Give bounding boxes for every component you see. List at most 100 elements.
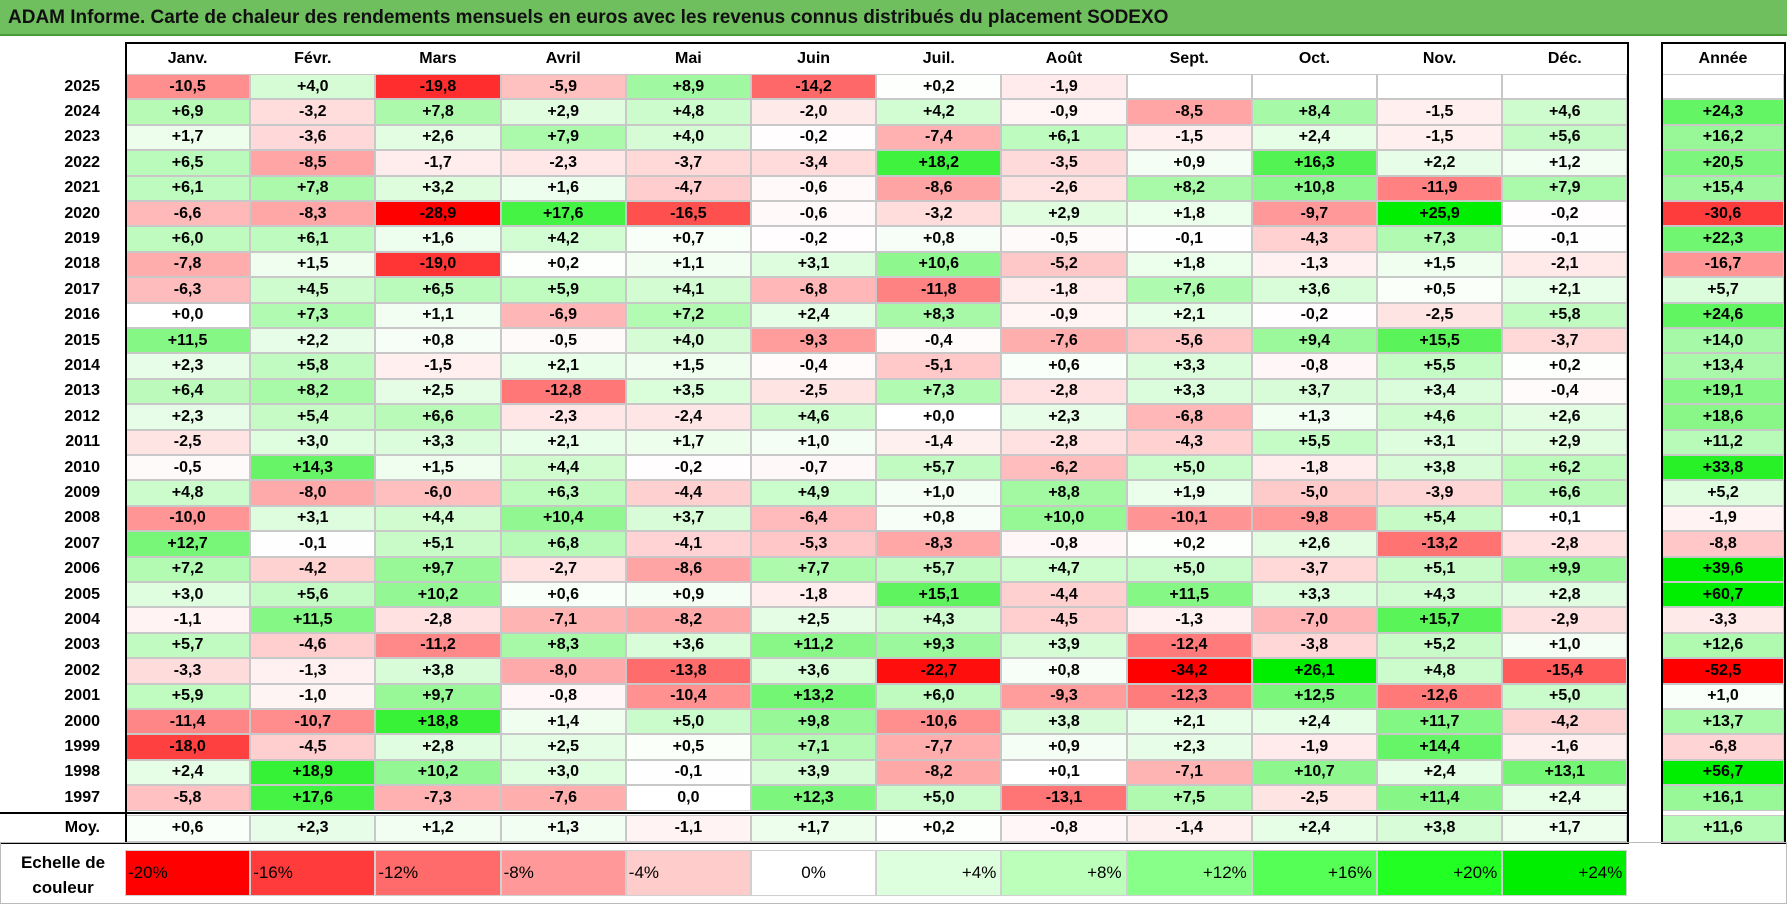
annual-cell: +18,6 bbox=[1662, 404, 1784, 430]
row-year-label: 2005 bbox=[64, 585, 100, 603]
heatmap-cell: -7,4 bbox=[876, 124, 1002, 151]
heatmap-cell: -13,1 bbox=[1001, 785, 1127, 811]
heatmap-cell: +13,1 bbox=[1502, 759, 1628, 786]
heatmap-cell: +8,3 bbox=[500, 632, 626, 659]
heatmap-cell: +1,4 bbox=[500, 709, 626, 735]
column-header-4: Avril bbox=[500, 44, 626, 74]
heatmap-cell: -3,7 bbox=[1251, 556, 1377, 582]
heatmap-cell: +4,6 bbox=[751, 404, 877, 430]
annual-cell: +12,6 bbox=[1662, 632, 1784, 659]
color-scale-swatch: +24% bbox=[1502, 849, 1628, 896]
heatmap-cell: -0,4 bbox=[876, 328, 1002, 354]
heatmap-cell: +11,5 bbox=[1126, 582, 1252, 608]
annual-cell: +16,1 bbox=[1662, 785, 1784, 811]
heatmap-cell: -7,3 bbox=[375, 785, 501, 811]
heatmap-cell: +2,4 bbox=[1377, 759, 1503, 786]
heatmap-cell: -10,7 bbox=[250, 709, 376, 735]
heatmap-cell: -3,2 bbox=[250, 99, 376, 125]
annual-cell: +19,1 bbox=[1662, 378, 1784, 405]
heatmap-cell: -22,7 bbox=[876, 658, 1002, 684]
heatmap-cell: -0,2 bbox=[751, 226, 877, 252]
heatmap-cell: +0,8 bbox=[375, 328, 501, 354]
heatmap-cell: +2,1 bbox=[500, 429, 626, 455]
annual-cell: +1,0 bbox=[1662, 683, 1784, 709]
heatmap-cell: +6,5 bbox=[125, 150, 251, 176]
heatmap-cell: -8,6 bbox=[876, 175, 1002, 201]
heatmap-cell: +11,5 bbox=[250, 607, 376, 633]
heatmap-cell: +1,7 bbox=[625, 429, 751, 455]
heatmap-cell: +7,3 bbox=[1377, 226, 1503, 252]
heatmap-cell: -1,3 bbox=[1126, 607, 1252, 633]
heatmap-cell: -2,9 bbox=[1502, 607, 1628, 633]
heatmap-cell: +10,4 bbox=[500, 505, 626, 532]
heatmap-cell: -3,2 bbox=[876, 201, 1002, 227]
annual-cell: +5,7 bbox=[1662, 277, 1784, 303]
average-cell: +0,6 bbox=[125, 814, 251, 842]
heatmap-cell: +10,7 bbox=[1251, 759, 1377, 786]
row-year-label: 2023 bbox=[64, 128, 100, 146]
heatmap-cell: +5,6 bbox=[1502, 124, 1628, 151]
heatmap-cell: +8,8 bbox=[1001, 480, 1127, 506]
annual-average-cell: +11,6 bbox=[1662, 814, 1784, 842]
heatmap-cell: +2,2 bbox=[1377, 150, 1503, 176]
heatmap-cell: -15,4 bbox=[1502, 658, 1628, 684]
heatmap-cell: +0,1 bbox=[1502, 505, 1628, 532]
heatmap-cell: -4,5 bbox=[1001, 607, 1127, 633]
heatmap-cell: +7,2 bbox=[625, 302, 751, 328]
heatmap-cell: +4,2 bbox=[876, 99, 1002, 125]
heatmap-cell: -3,7 bbox=[1502, 328, 1628, 354]
heatmap-cell: +0,9 bbox=[1126, 150, 1252, 176]
color-scale-swatch: +4% bbox=[876, 849, 1002, 896]
heatmap-cell: +4,6 bbox=[1502, 99, 1628, 125]
heatmap-cell: +12,5 bbox=[1251, 683, 1377, 709]
heatmap-cell: -3,8 bbox=[1251, 632, 1377, 659]
heatmap-cell: -5,0 bbox=[1251, 480, 1377, 506]
heatmap-cell: +8,2 bbox=[1126, 175, 1252, 201]
heatmap-cell: +4,6 bbox=[1377, 404, 1503, 430]
heatmap-cell: +6,4 bbox=[125, 378, 251, 405]
heatmap-cell: +0,8 bbox=[1001, 658, 1127, 684]
heatmap-cell: +5,0 bbox=[1502, 683, 1628, 709]
heatmap-cell: -8,3 bbox=[250, 201, 376, 227]
column-header-6: Juin bbox=[751, 44, 877, 74]
heatmap-cell: -4,3 bbox=[1251, 226, 1377, 252]
heatmap-cell: -4,6 bbox=[250, 632, 376, 659]
heatmap-cell: -0,8 bbox=[500, 683, 626, 709]
heatmap-cell: +1,3 bbox=[1251, 404, 1377, 430]
annual-cell: +20,5 bbox=[1662, 150, 1784, 176]
heatmap-cell: +4,8 bbox=[625, 99, 751, 125]
heatmap-cell: +3,1 bbox=[250, 505, 376, 532]
heatmap-cell: -2,5 bbox=[1377, 302, 1503, 328]
heatmap-cell: +2,4 bbox=[1251, 124, 1377, 151]
heatmap-cell: -2,8 bbox=[1502, 531, 1628, 557]
heatmap-cell: +7,9 bbox=[1502, 175, 1628, 201]
color-scale-swatch: +8% bbox=[1001, 849, 1127, 896]
heatmap-cell: +3,1 bbox=[1377, 429, 1503, 455]
heatmap-cell: +5,2 bbox=[1377, 632, 1503, 659]
heatmap-cell: +0,2 bbox=[876, 74, 1002, 100]
color-scale-swatch: +20% bbox=[1377, 849, 1503, 896]
heatmap-cell: -6,8 bbox=[751, 277, 877, 303]
annual-cell: +5,2 bbox=[1662, 480, 1784, 506]
heatmap-cell: -5,2 bbox=[1001, 251, 1127, 278]
average-cell: +2,3 bbox=[250, 814, 376, 842]
column-header-8: Août bbox=[1001, 44, 1127, 74]
heatmap-cell: +18,8 bbox=[375, 709, 501, 735]
heatmap-cell: +1,7 bbox=[125, 124, 251, 151]
heatmap-cell: +5,8 bbox=[250, 353, 376, 379]
heatmap-cell: -9,3 bbox=[751, 328, 877, 354]
heatmap-cell: +4,8 bbox=[1377, 658, 1503, 684]
heatmap-cell: -1,8 bbox=[1251, 455, 1377, 481]
heatmap-cell: -7,0 bbox=[1251, 607, 1377, 633]
heatmap-cell: +1,0 bbox=[1502, 632, 1628, 659]
heatmap-cell: -4,4 bbox=[625, 480, 751, 506]
heatmap-cell: -6,0 bbox=[375, 480, 501, 506]
column-header-10: Oct. bbox=[1251, 44, 1377, 74]
heatmap-cell: +9,7 bbox=[375, 683, 501, 709]
heatmap-cell: +3,0 bbox=[125, 582, 251, 608]
heatmap-cell: -4,7 bbox=[625, 175, 751, 201]
heatmap-cell: +7,9 bbox=[500, 124, 626, 151]
heatmap-cell: +7,1 bbox=[751, 734, 877, 760]
heatmap-cell: +2,9 bbox=[1001, 201, 1127, 227]
heatmap-cell: +3,8 bbox=[375, 658, 501, 684]
